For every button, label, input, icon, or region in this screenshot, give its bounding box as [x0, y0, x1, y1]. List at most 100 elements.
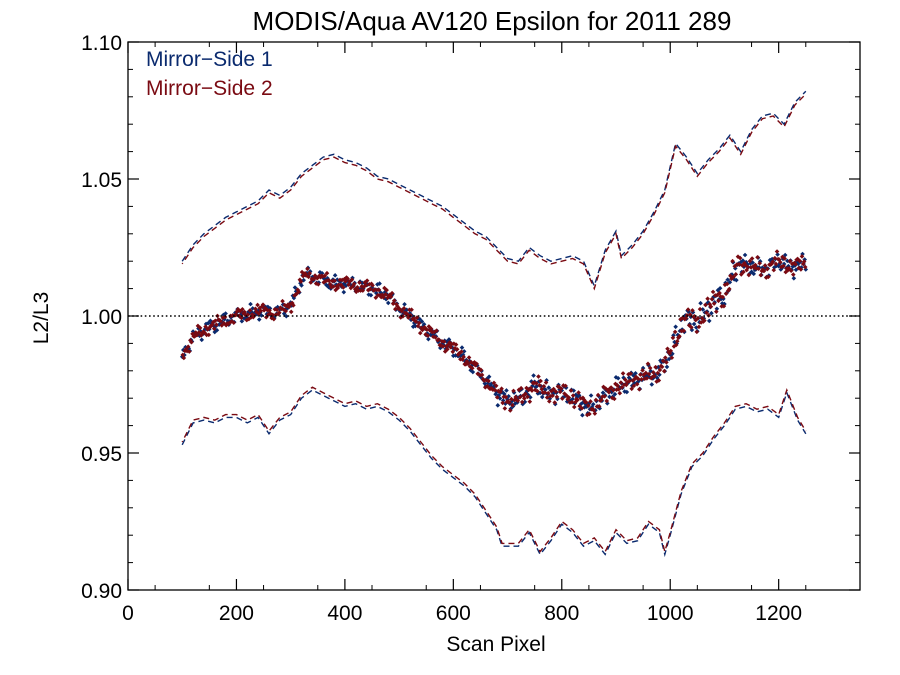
data-point: [445, 346, 450, 352]
data-point: [292, 285, 298, 290]
data-point: [761, 268, 767, 274]
data-point: [330, 278, 335, 284]
data-point: [551, 386, 556, 392]
data-point: [705, 296, 710, 302]
data-point: [459, 349, 464, 354]
data-point: [247, 308, 253, 313]
data-point: [281, 307, 286, 312]
data-point: [502, 406, 508, 411]
data-point: [635, 376, 641, 382]
data-point: [313, 281, 319, 286]
data-point: [207, 324, 213, 330]
data-point: [413, 323, 418, 329]
data-point: [317, 269, 323, 275]
data-point: [323, 278, 329, 284]
data-point: [308, 280, 314, 285]
data-point: [615, 383, 620, 389]
data-point: [797, 258, 803, 264]
data-point: [444, 339, 450, 344]
data-point: [312, 273, 318, 278]
data-point: [368, 292, 374, 298]
data-point: [698, 320, 704, 325]
data-point: [370, 283, 375, 288]
data-point: [180, 352, 186, 358]
data-point: [528, 385, 534, 391]
data-point: [536, 374, 541, 379]
data-point: [495, 403, 501, 408]
data-point: [485, 381, 491, 386]
data-point: [702, 318, 707, 323]
data-point: [710, 289, 716, 295]
data-point: [432, 329, 437, 335]
data-point: [591, 407, 597, 413]
data-point: [709, 296, 715, 302]
data-point: [380, 292, 385, 298]
data-point: [568, 388, 574, 393]
data-point: [519, 399, 525, 405]
data-point: [355, 284, 360, 290]
data-point: [631, 383, 637, 389]
data-point: [620, 371, 626, 376]
data-point: [470, 365, 475, 371]
data-point: [220, 315, 226, 321]
data-point: [205, 320, 211, 326]
data-point: [353, 289, 359, 295]
data-point: [755, 254, 760, 260]
data-point: [198, 333, 204, 338]
data-point: [442, 349, 448, 354]
data-point: [408, 317, 414, 323]
data-point: [771, 267, 777, 273]
data-point: [576, 390, 581, 395]
data-point: [409, 307, 414, 313]
data-point: [552, 400, 558, 405]
data-point: [617, 390, 623, 396]
data-point: [488, 381, 494, 387]
data-point: [463, 362, 469, 367]
data-point: [747, 258, 753, 264]
data-point: [777, 260, 783, 265]
data-point: [306, 274, 311, 280]
data-point: [389, 290, 395, 296]
data-point: [294, 291, 299, 297]
data-point: [613, 375, 619, 380]
data-point: [760, 267, 766, 272]
data-point: [282, 302, 288, 308]
data-point: [527, 399, 533, 404]
data-point: [545, 390, 551, 396]
data-point: [550, 393, 555, 399]
data-point: [649, 382, 655, 387]
data-point: [543, 380, 549, 385]
data-point: [593, 397, 599, 403]
data-point: [360, 288, 366, 293]
data-point: [254, 312, 260, 317]
data-point: [673, 342, 679, 348]
data-point: [664, 364, 670, 370]
data-point: [276, 310, 282, 315]
axes-layer: 0 200 400 600 800 1000 1200 0.90 0.95 1.00 1.05 1.1…: [81, 32, 860, 625]
data-point: [194, 332, 200, 338]
data-point: [703, 302, 708, 308]
data-point: [326, 278, 332, 283]
data-point: [197, 325, 203, 331]
data-point: [350, 275, 355, 281]
y-axis-label: L2/L3: [30, 292, 53, 345]
x-tick-label: 1200: [755, 602, 802, 625]
data-point: [538, 378, 543, 384]
data-point: [588, 399, 593, 404]
data-point: [391, 298, 397, 303]
data-point: [248, 301, 253, 307]
data-point: [522, 399, 528, 405]
y-tick-label: 1.05: [81, 169, 122, 192]
data-point: [737, 255, 743, 261]
data-point: [693, 325, 699, 330]
data-point: [738, 272, 744, 277]
data-point: [720, 294, 726, 300]
data-point: [633, 374, 639, 380]
data-point: [393, 306, 398, 312]
data-point: [674, 338, 680, 344]
data-point: [343, 283, 349, 289]
data-point: [451, 341, 457, 347]
data-point: [388, 294, 394, 300]
data-point: [796, 265, 802, 271]
data-point: [203, 321, 209, 327]
